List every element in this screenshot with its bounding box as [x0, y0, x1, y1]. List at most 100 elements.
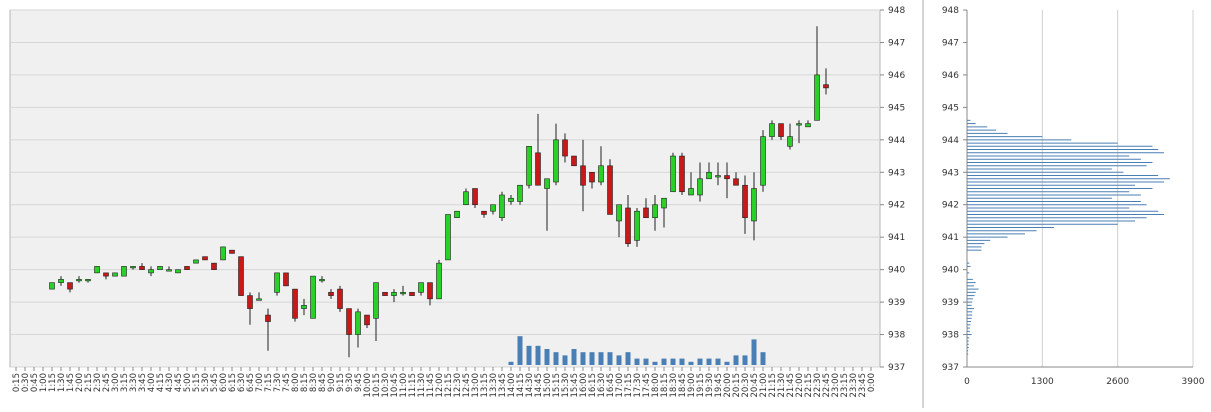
x-tick-label: 14:00 — [507, 373, 517, 398]
x-tick-label: 18:00 — [651, 373, 661, 398]
x-tick-label: 1:45 — [66, 373, 76, 392]
x-tick-label: 4:00 — [147, 373, 157, 392]
volume-bar — [652, 361, 658, 365]
x-tick-label: 10:15 — [372, 373, 382, 398]
x-tick-label: 11:45 — [426, 373, 436, 398]
candle-down — [580, 165, 586, 186]
x-tick-label: 17:15 — [624, 373, 634, 398]
candle-up — [688, 188, 694, 196]
profile-y-tick-label: 938 — [942, 331, 959, 341]
x-tick-label: 3:00 — [111, 373, 121, 392]
profile-y-tick-label: 941 — [942, 233, 959, 243]
candle-down — [742, 184, 748, 219]
candle-up — [760, 136, 766, 186]
x-tick-label: 13:15 — [480, 373, 490, 398]
candle-up — [598, 165, 604, 183]
x-tick-label: 21:30 — [777, 373, 787, 398]
x-tick-label: 10:45 — [390, 373, 400, 398]
candle-down — [571, 155, 577, 167]
volume-bar — [571, 349, 577, 365]
x-tick-label: 21:15 — [768, 373, 778, 398]
volume-bar — [670, 358, 676, 365]
x-tick-label: 8:30 — [309, 373, 319, 392]
candle-up — [796, 123, 802, 126]
x-tick-label: 8:15 — [300, 373, 310, 392]
candle-down — [643, 207, 649, 219]
y-tick-label: 947 — [888, 38, 905, 48]
volume-bar — [643, 358, 649, 365]
x-tick-label: 16:15 — [588, 373, 598, 398]
y-tick-label: 942 — [888, 201, 905, 211]
x-tick-label: 16:45 — [606, 373, 616, 398]
x-tick-label: 6:00 — [219, 373, 229, 392]
candle-down — [823, 84, 829, 89]
candle-up — [553, 139, 559, 183]
x-tick-label: 7:30 — [273, 373, 283, 392]
candle-up — [706, 171, 712, 180]
candle-down — [625, 207, 631, 244]
candle-up — [499, 194, 505, 219]
x-tick-label: 12:15 — [444, 373, 454, 398]
candle-up — [544, 178, 550, 189]
candle-down — [589, 171, 595, 183]
x-tick-label: 5:45 — [210, 373, 220, 392]
y-tick-label: 945 — [888, 103, 905, 113]
x-tick-label: 6:45 — [246, 373, 256, 392]
candle-up — [418, 282, 424, 293]
candle-up — [670, 155, 676, 193]
profile-y-tick-label: 939 — [942, 298, 959, 308]
x-tick-label: 19:00 — [687, 373, 697, 398]
x-tick-label: 0:15 — [12, 373, 22, 392]
candle-up — [301, 305, 307, 309]
x-tick-label: 9:00 — [327, 373, 337, 392]
candle-up — [121, 266, 127, 277]
volume-bar — [526, 345, 532, 365]
x-tick-label: 2:00 — [75, 373, 85, 392]
x-tick-label: 20:15 — [732, 373, 742, 398]
x-tick-label: 19:30 — [705, 373, 715, 398]
candle-down — [607, 165, 613, 215]
x-tick-label: 17:00 — [615, 373, 625, 398]
candle-up — [508, 197, 514, 202]
volume-bar — [742, 355, 748, 365]
x-tick-label: 20:00 — [723, 373, 733, 398]
profile-y-tick-label: 942 — [942, 201, 959, 211]
candle-up — [490, 204, 496, 212]
candle-up — [634, 210, 640, 241]
x-tick-label: 8:00 — [291, 373, 301, 392]
x-tick-label: 15:30 — [561, 373, 571, 398]
volume-bar — [733, 355, 739, 365]
candle-up — [310, 275, 316, 319]
candle-up — [391, 292, 397, 296]
x-tick-label: 11:15 — [408, 373, 418, 398]
x-tick-label: 18:30 — [669, 373, 679, 398]
y-tick-label: 938 — [888, 331, 905, 341]
candle-up — [319, 279, 325, 282]
candle-down — [733, 178, 739, 186]
candle-down — [292, 288, 298, 319]
candle-up — [517, 184, 523, 202]
volume-bar — [760, 352, 766, 365]
volume-bar — [562, 355, 568, 365]
candle-up — [166, 269, 172, 272]
volume-bar — [715, 358, 721, 365]
candle-up — [400, 292, 406, 295]
candle-down — [238, 256, 244, 296]
candle-up — [814, 74, 820, 121]
volume-profile-panel: 0 1300 2600 3900 937 938 939 940 941 942 943 944 945… — [922, 0, 1205, 408]
candle-up — [769, 123, 775, 137]
x-tick-label: 22:30 — [813, 373, 823, 398]
volume-bar — [661, 358, 667, 365]
candle-down — [328, 292, 334, 296]
x-tick-label: 20:45 — [750, 373, 760, 398]
profile-y-tick-label: 946 — [942, 71, 959, 81]
x-tick-label: 0:30 — [21, 373, 31, 392]
y-tick-label: 937 — [888, 363, 905, 373]
x-tick-label: 14:45 — [534, 373, 544, 398]
volume-bar — [544, 349, 550, 365]
candle-up — [697, 178, 703, 196]
x-tick-label: 18:45 — [678, 373, 688, 398]
candle-down — [364, 314, 370, 326]
candle-down — [283, 272, 289, 287]
candle-up — [274, 272, 280, 293]
